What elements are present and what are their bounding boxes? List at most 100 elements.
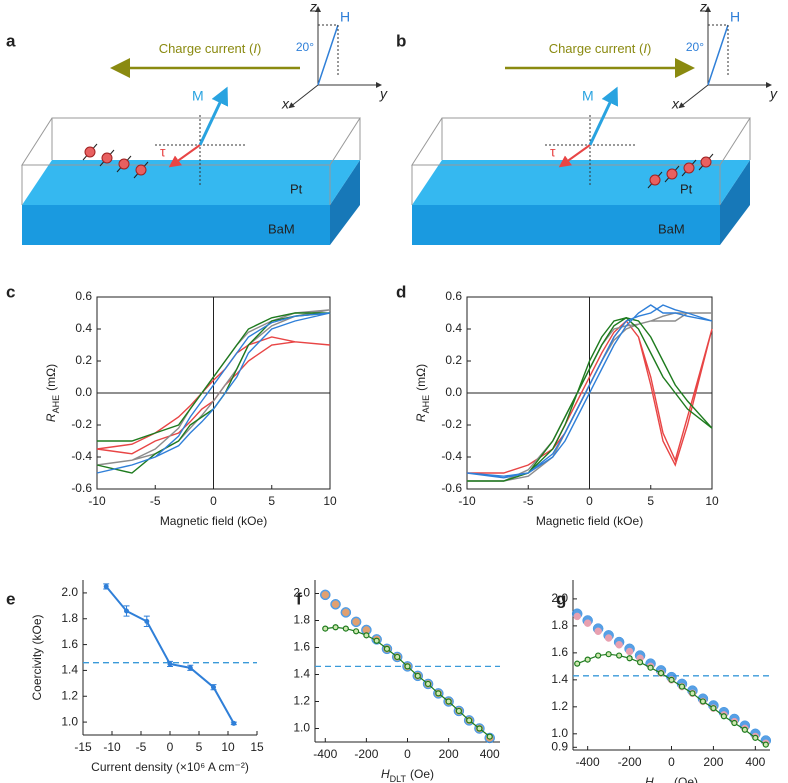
h-vector [707,24,729,86]
x-tick-label: -5 [136,740,147,754]
axis-title-unit: (mΩ) [44,364,58,391]
axis-h: H [730,9,740,25]
y-tick-label: 1.0 [61,714,78,728]
x-tick-label: -200 [618,755,642,769]
tau-label: τ [160,144,166,160]
axis-z: z [309,0,317,15]
bam-side [720,160,750,245]
x-tick-label: -10 [103,740,121,754]
point [678,683,686,690]
series-line [96,312,331,474]
axis-title: HDLT(Oe) [381,767,434,783]
x-tick-label: 400 [745,755,765,769]
axis-title-main: H [645,775,654,783]
point [322,625,329,632]
axis-title-main: R [44,413,58,422]
y-tick-label: 1.4 [551,672,568,686]
point [720,713,727,720]
x-tick-label: 200 [703,755,723,769]
x-axis [288,84,319,109]
spin [118,158,130,170]
point [595,652,602,659]
bam-label: BaM [658,221,685,236]
point [657,669,665,677]
point [231,720,237,726]
point [604,634,613,642]
pt-label: Pt [680,181,693,196]
x-tick-label: 5 [268,494,275,508]
y-tick-label: 0.6 [75,289,92,303]
bam-label: BaM [268,221,295,236]
point [342,625,349,632]
point [342,608,350,617]
axis-title-main: R [414,413,428,422]
tau-vector [558,144,591,168]
current-symbol: I [643,41,647,56]
x-tick-label: -5 [523,494,534,508]
axis-title: Magnetic field (kOe) [160,514,267,528]
y-tick-label: -0.4 [71,449,92,463]
point [424,680,432,688]
point [404,663,411,670]
point [752,734,759,741]
h-guide [708,24,729,75]
y-tick-label: 0.4 [75,321,92,335]
m-vector [198,86,229,146]
point [573,612,581,621]
axis-y: y [769,86,778,102]
point [625,647,634,656]
point [321,591,330,599]
x-tick-label: 0 [668,755,675,769]
point [710,705,717,712]
point [616,652,623,659]
axis-title: Magnetic field (kOe) [536,514,643,528]
point [383,645,391,652]
y-tick-label: 1.6 [61,637,78,651]
x-tick-label: 15 [250,740,264,754]
axis-title-main: Coercivity (kOe) [30,614,44,700]
point [187,665,193,671]
point [103,583,109,589]
bam-side [330,160,360,245]
point [466,717,473,724]
x-tick-label: 10 [323,494,337,508]
current-symbol: I [253,41,257,56]
pt-top [22,160,360,205]
series-line [467,317,713,482]
y-tick-label: 2.0 [293,586,310,600]
axis-title: HDLT(Oe) [645,775,698,783]
point [394,653,401,661]
y-tick-label: -0.2 [441,417,462,431]
y-tick-label: 1.0 [293,721,310,735]
y-tick-label: 1.4 [293,667,310,681]
y-tick-label: -0.6 [71,481,92,495]
axis-title: RAHE (mΩ) [414,364,431,422]
x-tick-label: 0 [210,494,217,508]
point [435,690,442,697]
x-tick-label: 5 [647,494,654,508]
y-tick-label: 0.0 [445,385,462,399]
point [414,672,421,679]
axis-x: x [671,96,680,112]
panel-label: c [6,282,15,301]
current-label: Charge current (I) [159,41,262,56]
point [144,618,150,624]
spin [683,162,695,174]
pt-top [412,160,750,205]
y-tick-label: -0.4 [441,449,462,463]
y-tick-label: 1.6 [551,645,568,659]
point [626,655,633,662]
point [731,719,738,727]
axis-title-unit: (mΩ) [414,364,428,391]
box-outline [411,117,751,166]
m-label: M [192,88,204,104]
x-axis [678,84,709,109]
tau-vector [168,144,201,168]
spin [135,164,147,176]
panel-label: e [6,589,15,608]
x-tick-label: 400 [480,747,500,761]
point [636,659,644,666]
point [352,618,360,626]
point [445,698,452,705]
axis-title-unit: (Oe) [674,775,698,783]
